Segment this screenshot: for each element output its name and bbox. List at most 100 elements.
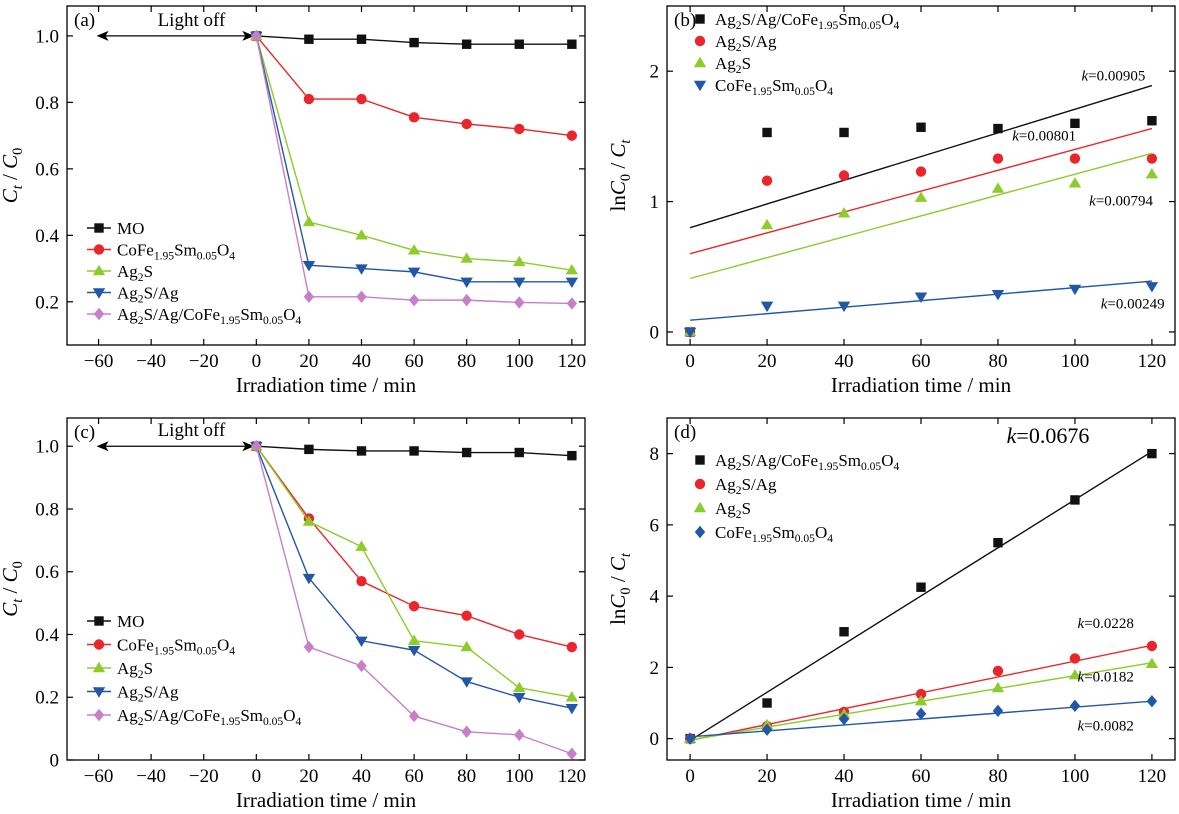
data-point — [514, 296, 525, 309]
y-tick-label: 0.8 — [35, 499, 59, 520]
series-line — [255, 445, 572, 698]
series-Ag2S: k=0.00794 — [683, 152, 1159, 337]
legend-entry: Ag2S/Ag/CoFe1.95Sm0.05O4 — [87, 706, 302, 728]
y-tick-label: 2 — [650, 62, 660, 83]
legend-label: Ag2S/Ag — [117, 284, 179, 306]
data-point — [407, 267, 421, 279]
legend-entry: Ag2S/Ag — [694, 32, 777, 54]
legend-marker — [93, 244, 105, 255]
data-point — [460, 677, 473, 688]
legend-entry: Ag2S/Ag — [87, 683, 179, 705]
data-point — [567, 450, 577, 461]
y-tick-label: 0 — [650, 729, 660, 750]
series-line — [255, 446, 573, 755]
legend-label: Ag2S/Ag — [715, 475, 777, 497]
x-tick-label: 120 — [558, 351, 587, 372]
data-point — [839, 627, 849, 637]
x-tick-label: 40 — [835, 351, 854, 372]
data-point — [303, 640, 315, 654]
legend-label: Ag2S/Ag/CoFe1.95Sm0.05O4 — [117, 305, 302, 327]
legend-marker — [693, 56, 707, 68]
data-point — [302, 215, 316, 227]
panel-label: (b) — [674, 10, 696, 31]
x-tick-label: 0 — [252, 766, 262, 787]
y-tick-label: 1.0 — [35, 26, 59, 47]
data-point — [837, 301, 851, 313]
legend-label: CoFe1.95Sm0.05O4 — [117, 241, 235, 263]
legend-entry: Ag2S/Ag — [694, 475, 777, 497]
data-point — [1070, 118, 1080, 129]
data-point — [1147, 448, 1157, 459]
data-point — [514, 629, 525, 640]
data-point — [1068, 284, 1082, 296]
data-point — [355, 540, 368, 551]
panel-b: 0 20 40 60 80 100 120 0 1 2 Irradiation time / min… — [606, 5, 1176, 397]
data-point — [914, 191, 928, 202]
data-point — [1147, 116, 1157, 126]
y-tick-label: 2 — [650, 658, 660, 679]
legend-marker — [694, 35, 706, 47]
data-point — [565, 704, 579, 715]
light-off-label: Light off — [158, 10, 226, 31]
data-point — [566, 297, 578, 310]
data-point — [409, 446, 419, 456]
x-tick-label: 80 — [457, 351, 476, 372]
data-point — [761, 723, 773, 736]
data-point — [761, 175, 773, 186]
k-value-label: k=0.0676 — [1007, 423, 1090, 448]
data-point — [304, 34, 314, 44]
x-tick-label: 80 — [457, 766, 476, 787]
y-axis-title: lnC0 / Ct — [606, 139, 634, 212]
data-point — [1068, 669, 1082, 680]
x-tick-label: 80 — [988, 766, 1007, 787]
y-tick-label: 0 — [650, 322, 660, 343]
x-tick-label: 100 — [505, 351, 534, 372]
data-point — [683, 327, 697, 339]
data-point — [566, 747, 578, 760]
y-tick-label: 4 — [650, 587, 660, 608]
legend-label: Ag2S/Ag — [715, 32, 777, 54]
series-line — [255, 445, 572, 709]
legend-marker — [94, 616, 104, 626]
series-Ag2S — [250, 29, 579, 275]
data-point — [1069, 699, 1081, 713]
legend-marker — [93, 639, 105, 650]
data-point — [303, 290, 315, 304]
data-point — [915, 166, 927, 177]
legend-label: Ag2S/Ag/CoFe1.95Sm0.05O4 — [715, 10, 900, 32]
data-point — [684, 732, 696, 745]
k-value-label: k=0.00249 — [1101, 296, 1165, 312]
data-point — [837, 207, 851, 218]
arrow-right-head — [242, 30, 255, 41]
series-line — [255, 35, 572, 271]
legend-marker — [694, 525, 706, 539]
legend-label: Ag2S — [715, 499, 751, 521]
legend-marker — [694, 478, 706, 490]
data-point — [1145, 167, 1159, 179]
legend-label: Ag2S/Ag/CoFe1.95Sm0.05O4 — [715, 451, 900, 473]
x-axis-title: Irradiation time / min — [831, 788, 1012, 812]
legend-label: Ag2S/Ag — [117, 683, 179, 705]
legend-marker — [92, 661, 106, 673]
x-tick-label: 20 — [758, 766, 777, 787]
series-Ag2S/Ag — [250, 31, 579, 289]
series-line — [255, 445, 573, 648]
data-point — [1145, 657, 1159, 669]
data-point — [407, 645, 421, 657]
data-point — [993, 123, 1003, 134]
k-value-label: k=0.0182 — [1078, 670, 1134, 686]
panel-d: 0 20 40 60 80 100 120 0 2 4 6 8 Irradiation time / m… — [606, 417, 1176, 812]
legend-marker — [93, 708, 105, 722]
data-point — [992, 153, 1004, 164]
legend-entry: MO — [87, 219, 144, 238]
data-point — [356, 290, 367, 304]
x-tick-label: 60 — [405, 766, 424, 787]
x-tick-label: 20 — [299, 766, 318, 787]
data-point — [991, 289, 1005, 301]
data-point — [760, 301, 774, 313]
data-point — [513, 277, 526, 289]
data-point — [1146, 640, 1158, 652]
k-value-label: k=0.0228 — [1078, 616, 1134, 632]
y-tick-label: 0.4 — [35, 625, 59, 646]
data-point — [567, 39, 577, 49]
